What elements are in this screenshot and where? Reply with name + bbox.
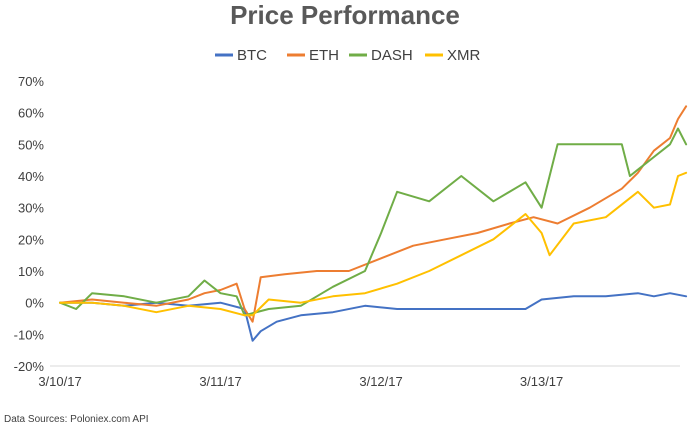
y-tick-label: 30% xyxy=(18,201,44,216)
x-tick-label: 3/11/17 xyxy=(199,374,241,389)
legend-label-eth: ETH xyxy=(309,47,339,64)
series-line-eth xyxy=(59,105,688,323)
y-tick-label: 10% xyxy=(18,264,44,279)
y-tick-label: 40% xyxy=(18,169,44,184)
legend: BTC ETH DASH XMR xyxy=(215,47,481,64)
x-tick-label: 3/12/17 xyxy=(359,374,402,389)
y-tick-label: 70% xyxy=(18,74,44,89)
series-lines xyxy=(59,105,688,342)
y-tick-label: 60% xyxy=(18,106,44,121)
series-line-xmr xyxy=(59,171,688,317)
series-line-btc xyxy=(59,292,688,342)
legend-label-dash: DASH xyxy=(371,47,413,64)
x-axis-ticks: 3/10/17 3/11/17 3/12/17 3/13/17 xyxy=(38,374,563,389)
y-tick-label: 20% xyxy=(18,232,44,247)
y-tick-label: -20% xyxy=(14,359,45,374)
y-tick-label: 0% xyxy=(25,296,44,311)
y-tick-label: -10% xyxy=(14,327,45,342)
chart-title: Price Performance xyxy=(230,0,460,30)
x-tick-label: 3/13/17 xyxy=(520,374,563,389)
legend-label-btc: BTC xyxy=(237,47,267,64)
data-source-note: Data Sources: Poloniex.com API xyxy=(4,414,149,425)
series-line-dash xyxy=(59,127,688,317)
y-tick-label: 50% xyxy=(18,137,44,152)
legend-label-xmr: XMR xyxy=(447,47,481,64)
y-axis-ticks: 70% 60% 50% 40% 30% 20% 10% 0% -10% -20% xyxy=(14,74,45,374)
x-tick-label: 3/10/17 xyxy=(38,374,81,389)
